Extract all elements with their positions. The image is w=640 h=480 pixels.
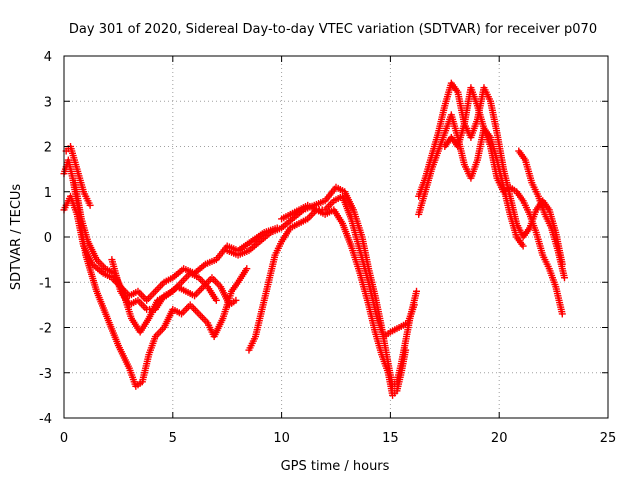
y-tick-label: 4 <box>44 50 52 65</box>
data-points <box>60 79 568 399</box>
series-arc-7 <box>245 206 410 399</box>
axis-ticks: 0 5 10 15 20 25 -4 -3 -2 -1 0 1 2 3 4 <box>39 50 616 446</box>
series-arc-11 <box>441 84 566 318</box>
series-arc-3 <box>62 143 94 209</box>
data-point <box>402 346 410 354</box>
y-tick-label: -2 <box>39 322 52 337</box>
series-arc-1 <box>60 156 251 390</box>
y-axis-label: SDTVAR / TECUs <box>9 184 24 291</box>
y-tick-label: 1 <box>44 186 52 201</box>
data-point <box>413 287 421 295</box>
x-tick-label: 5 <box>169 431 177 446</box>
series-arc-5 <box>108 256 220 313</box>
y-tick-label: 2 <box>44 141 52 156</box>
data-point <box>519 242 527 250</box>
series-arc-12 <box>515 147 568 282</box>
y-tick-label: -1 <box>39 276 52 291</box>
y-tick-label: 3 <box>44 95 52 110</box>
data-point <box>558 310 566 318</box>
x-tick-label: 20 <box>491 431 508 446</box>
chart-title: Day 301 of 2020, Sidereal Day-to-day VTE… <box>69 22 597 37</box>
data-point <box>212 296 220 304</box>
x-tick-label: 25 <box>600 431 617 446</box>
data-point <box>410 301 418 309</box>
series-arc-8 <box>278 192 418 341</box>
data-point <box>560 274 568 282</box>
x-tick-label: 0 <box>60 431 68 446</box>
data-point <box>232 296 240 304</box>
y-tick-label: 0 <box>44 231 52 246</box>
x-axis-label: GPS time / hours <box>281 459 390 474</box>
x-tick-label: 10 <box>273 431 290 446</box>
y-tick-label: -4 <box>39 412 52 427</box>
data-point <box>243 265 251 273</box>
y-tick-label: -3 <box>39 367 52 382</box>
data-point <box>86 201 94 209</box>
x-tick-label: 15 <box>382 431 399 446</box>
